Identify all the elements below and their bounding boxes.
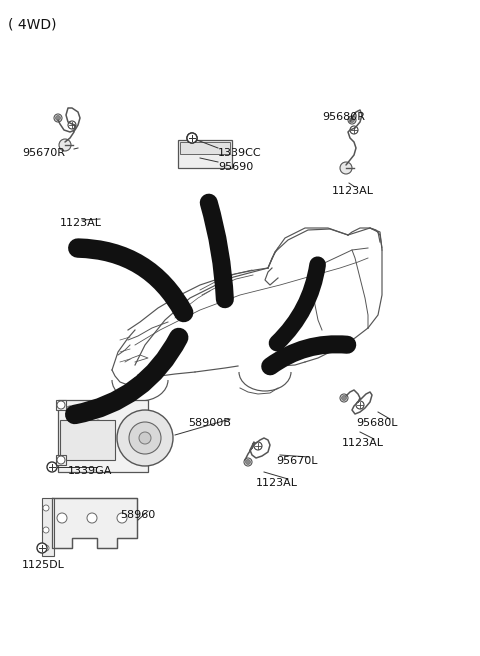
Circle shape	[187, 133, 197, 143]
Text: 95690: 95690	[218, 162, 253, 172]
Circle shape	[94, 406, 102, 414]
Circle shape	[356, 401, 364, 409]
Circle shape	[349, 117, 355, 123]
Circle shape	[87, 513, 97, 523]
Bar	[178, 140, 232, 168]
Text: 1339CC: 1339CC	[218, 148, 262, 158]
Circle shape	[245, 459, 251, 464]
Circle shape	[66, 420, 74, 428]
Polygon shape	[52, 498, 137, 548]
Text: 1125DL: 1125DL	[22, 560, 65, 570]
Circle shape	[80, 420, 88, 428]
Circle shape	[37, 543, 47, 553]
Bar	[60, 420, 115, 460]
Circle shape	[187, 133, 197, 143]
Text: 1123AL: 1123AL	[342, 438, 384, 448]
Circle shape	[57, 513, 67, 523]
Circle shape	[80, 406, 88, 414]
Circle shape	[43, 545, 49, 551]
Circle shape	[56, 115, 60, 121]
Circle shape	[340, 162, 352, 174]
Text: 95670L: 95670L	[276, 456, 317, 466]
Circle shape	[348, 116, 356, 124]
Text: 95680L: 95680L	[356, 418, 397, 428]
Circle shape	[341, 396, 347, 401]
Circle shape	[47, 462, 57, 472]
Circle shape	[59, 139, 71, 151]
Bar	[180, 142, 230, 154]
Text: 58960: 58960	[120, 510, 155, 520]
Circle shape	[117, 410, 173, 466]
Circle shape	[54, 114, 62, 122]
Text: 58900B: 58900B	[188, 418, 231, 428]
Circle shape	[57, 456, 65, 464]
Circle shape	[340, 394, 348, 402]
Circle shape	[139, 432, 151, 444]
Circle shape	[57, 401, 65, 409]
Text: 95670R: 95670R	[22, 148, 65, 158]
Circle shape	[43, 505, 49, 511]
Circle shape	[43, 527, 49, 533]
Circle shape	[244, 458, 252, 466]
Text: 1123AL: 1123AL	[60, 218, 102, 228]
Text: 95680R: 95680R	[322, 112, 365, 122]
Bar	[56, 455, 66, 465]
Circle shape	[66, 406, 74, 414]
Text: 1123AL: 1123AL	[256, 478, 298, 488]
Text: 1123AL: 1123AL	[332, 186, 374, 196]
Text: 1339GA: 1339GA	[68, 466, 112, 476]
Text: ( 4WD): ( 4WD)	[8, 18, 57, 32]
Circle shape	[254, 442, 262, 450]
Circle shape	[350, 126, 358, 134]
Bar	[42, 498, 54, 556]
Circle shape	[68, 121, 76, 129]
Bar	[58, 400, 148, 472]
Bar	[56, 400, 66, 410]
Circle shape	[94, 420, 102, 428]
Circle shape	[117, 513, 127, 523]
Circle shape	[129, 422, 161, 454]
